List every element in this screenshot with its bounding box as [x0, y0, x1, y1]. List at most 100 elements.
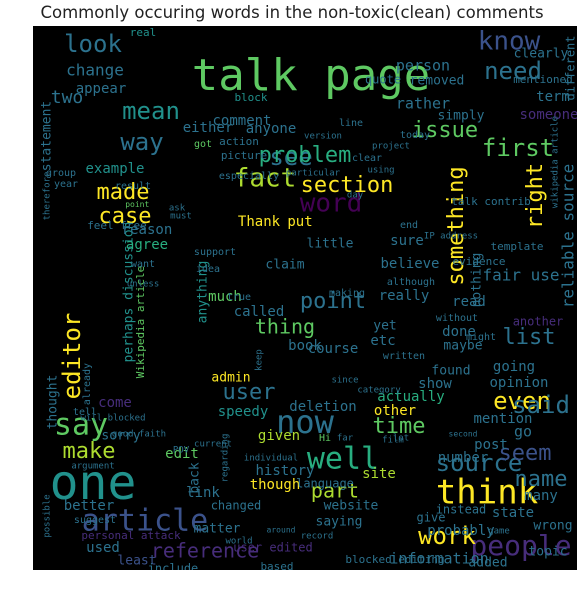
word-group: group — [46, 168, 76, 179]
word-might: might — [466, 332, 496, 343]
word-back: back — [188, 462, 203, 493]
word-come: come — [98, 395, 132, 411]
word-website: website — [324, 499, 379, 514]
word-found: found — [431, 364, 470, 379]
word-statement: statement — [40, 101, 55, 171]
word-way: way — [120, 128, 163, 156]
word-people: people — [470, 529, 571, 562]
word-thank: Thank — [238, 214, 281, 230]
word-second: second — [449, 430, 478, 439]
word-added: added — [468, 556, 507, 571]
word-source: source — [436, 449, 523, 477]
word-give: give — [417, 511, 446, 525]
word-say: say — [54, 408, 108, 443]
word-claim: claim — [265, 258, 304, 273]
word-issue: issue — [412, 118, 478, 143]
word-thought: thought — [46, 375, 61, 430]
word-block: block — [234, 91, 267, 104]
word-therefore: therefore — [43, 172, 53, 221]
word-user: user — [223, 380, 276, 405]
word-unless: unless — [127, 280, 160, 290]
word-problem: problem — [259, 143, 352, 168]
word-matter: matter — [194, 522, 241, 537]
word-saying: saying — [316, 515, 363, 530]
word-possible: possible — [43, 494, 53, 537]
word-will-blocked: will blocked — [80, 414, 145, 424]
word-feel-free: feel free — [87, 219, 147, 232]
word-category: category — [357, 386, 401, 396]
word-link: link — [186, 485, 220, 501]
word-support: support — [194, 247, 236, 258]
word-different: different — [564, 35, 578, 100]
word-number: number — [438, 450, 489, 466]
word-time: time — [373, 414, 426, 439]
word-name: name — [515, 467, 568, 492]
word-admin: admin — [211, 371, 250, 386]
word-picture: picture — [221, 149, 267, 162]
word-anyone: anyone — [246, 121, 297, 137]
word-edit: edit — [165, 446, 199, 462]
word-case: case — [99, 204, 152, 229]
word-clearly: clearly — [514, 47, 569, 62]
word-topic: topic — [528, 545, 567, 560]
word-year: year — [54, 179, 78, 190]
word-must: must — [170, 212, 192, 222]
word-go: go — [514, 423, 532, 441]
word-include: include — [148, 562, 199, 571]
word-suggest: suggest — [74, 515, 116, 526]
word-right: right — [523, 163, 548, 229]
word-mean: mean — [122, 97, 180, 125]
word-look: look — [64, 30, 122, 58]
word-going: going — [493, 359, 535, 375]
word-done: done — [442, 324, 476, 340]
word-little: little — [307, 237, 354, 252]
word-mention: mention — [473, 411, 532, 427]
word-individual: individual — [244, 454, 298, 464]
word-maybe: maybe — [443, 339, 482, 354]
word-making: making — [329, 288, 365, 299]
word-action: action — [219, 135, 259, 148]
word-clear: clear — [352, 153, 382, 164]
word-thing: thing — [255, 315, 315, 339]
word-section: section — [301, 173, 394, 198]
word-comment: comment — [212, 113, 271, 129]
word-good-faith: good faith — [112, 430, 166, 440]
word-lot: lot — [393, 434, 409, 444]
word-version: version — [304, 132, 342, 142]
word-film: film — [382, 436, 404, 446]
word-personal-attack: personal attack — [81, 529, 181, 542]
word-example: example — [85, 161, 144, 177]
word-world: world — [225, 537, 252, 547]
word-given: given — [258, 428, 300, 444]
word-word: word — [300, 189, 363, 219]
word-believe: believe — [380, 256, 439, 272]
word-post: post — [474, 437, 508, 453]
word-today: today — [400, 130, 430, 141]
word-written: written — [383, 351, 425, 362]
word-result: result — [115, 181, 151, 192]
word-first: first — [482, 134, 554, 162]
word-state: state — [492, 505, 534, 521]
word-etc: etc — [370, 333, 395, 349]
word-argument: argument — [71, 462, 114, 472]
word-keep: keep — [255, 349, 265, 371]
word-day: day — [347, 191, 364, 201]
word-one: one — [50, 455, 137, 511]
word-really: really — [379, 288, 430, 304]
word-term: term — [536, 89, 570, 105]
word-see: see — [269, 143, 312, 171]
word-perhaps-discussion: perhaps discussion — [122, 222, 137, 363]
chart-title: Commonly occuring words in the non-toxic… — [40, 3, 544, 22]
word-work: work — [418, 522, 476, 550]
word-pov: POV — [173, 446, 190, 456]
word-appear: appear — [76, 81, 127, 97]
word-line: line — [339, 118, 363, 129]
word-read: read — [452, 294, 486, 310]
word-least: least — [117, 554, 156, 569]
word-reliable-source: reliable source — [559, 164, 578, 309]
word-ip-address: IP address — [424, 232, 478, 242]
word-end: end — [400, 220, 418, 231]
word-change: change — [66, 61, 124, 80]
word-either: either — [183, 120, 234, 136]
